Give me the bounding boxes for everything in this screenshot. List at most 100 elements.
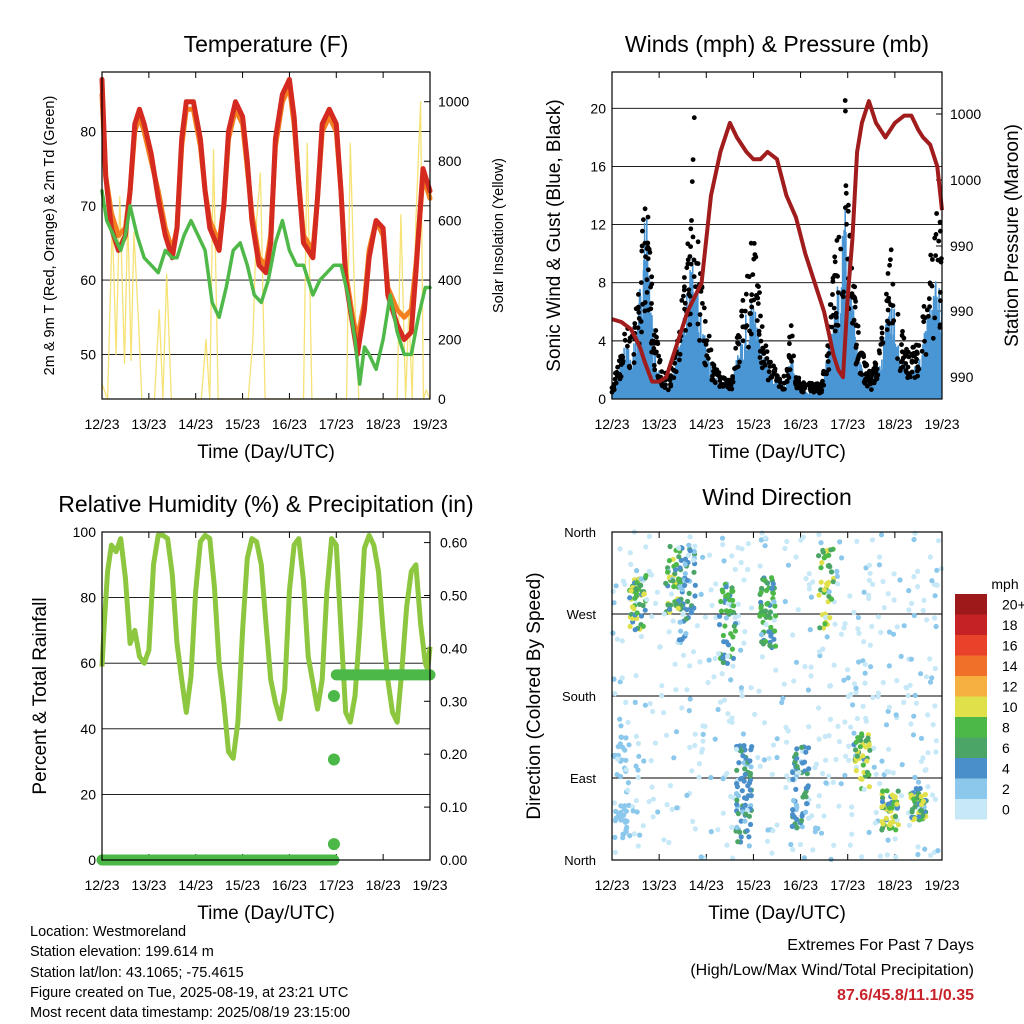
direction-point: [816, 592, 822, 598]
gust-point: [836, 290, 841, 295]
direction-point: [818, 830, 825, 836]
direction-point: [857, 776, 864, 782]
direction-point: [673, 687, 679, 693]
direction-point: [663, 732, 670, 738]
direction-point: [820, 625, 827, 631]
direction-point: [808, 664, 814, 670]
direction-point: [844, 667, 851, 673]
gust-point: [730, 374, 735, 379]
y-tick-label: 100: [73, 524, 97, 540]
direction-point: [635, 767, 641, 773]
direction-point: [619, 638, 625, 644]
direction-point: [803, 749, 809, 755]
gust-point: [802, 383, 808, 388]
direction-point: [732, 628, 739, 634]
direction-point: [672, 571, 678, 577]
direction-point: [905, 692, 911, 699]
gust-point: [710, 373, 715, 379]
colorbar-label: 18: [1002, 617, 1018, 633]
direction-point: [663, 580, 669, 587]
direction-point: [805, 687, 812, 693]
direction-point: [855, 735, 861, 741]
direction-point: [885, 801, 891, 807]
gust-point: [788, 323, 794, 329]
direction-points: [610, 529, 945, 862]
direction-point: [794, 746, 800, 752]
direction-point: [801, 855, 808, 861]
direction-point: [696, 774, 702, 780]
gust-point: [703, 342, 709, 347]
y-tick-label: 60: [80, 655, 96, 671]
direction-point: [828, 596, 835, 602]
gust-point: [920, 314, 926, 320]
x-tick-label: 15/23: [736, 877, 771, 893]
direction-point: [640, 823, 646, 829]
gust-point: [842, 98, 848, 103]
gust-point: [648, 284, 653, 290]
direction-point: [762, 543, 768, 549]
y2-tick-label: 0.00: [440, 852, 467, 868]
direction-point: [763, 621, 769, 628]
colorbar-label: 4: [1002, 760, 1010, 776]
gust-point: [885, 307, 891, 313]
gust-point: [632, 321, 638, 326]
gust-point: [695, 321, 701, 327]
direction-point: [771, 636, 777, 642]
direction-point: [845, 675, 851, 681]
direction-point: [679, 636, 685, 642]
gust-point: [651, 332, 657, 338]
direction-point: [826, 773, 832, 779]
gust-point: [690, 157, 696, 163]
direction-point: [812, 765, 818, 771]
direction-point: [739, 546, 745, 552]
direction-point: [723, 615, 730, 621]
direction-point: [657, 644, 663, 650]
direction-point: [889, 792, 895, 798]
direction-point: [692, 742, 698, 749]
gust-point: [633, 306, 639, 312]
direction-point: [899, 762, 905, 768]
gust-point: [890, 281, 896, 287]
gust-point: [879, 325, 885, 331]
direction-point: [908, 656, 915, 662]
gust-point: [686, 291, 692, 297]
series-relative-humidity: [99, 532, 433, 761]
direction-point: [623, 735, 629, 741]
gust-point: [713, 367, 719, 373]
direction-point: [614, 756, 621, 762]
direction-point: [784, 773, 790, 779]
gust-point: [777, 379, 783, 385]
direction-point: [860, 703, 866, 709]
gust-point: [717, 378, 723, 383]
colorbar-label: 20+: [1002, 596, 1024, 612]
gust-point: [729, 386, 735, 392]
direction-point: [682, 561, 688, 568]
direction-point: [851, 730, 857, 736]
direction-point: [638, 576, 644, 582]
gust-point: [876, 348, 882, 353]
direction-point: [875, 614, 882, 620]
x-tick-label: 16/23: [783, 416, 818, 432]
x-tick-label: 19/23: [412, 416, 447, 432]
direction-point: [691, 569, 697, 575]
gust-point: [758, 313, 763, 319]
direction-point: [649, 613, 655, 620]
direction-point: [650, 708, 656, 715]
direction-point: [734, 824, 740, 831]
direction-point: [793, 659, 800, 665]
direction-point: [930, 722, 936, 728]
y-tick-label: 70: [80, 198, 96, 214]
gust-point: [700, 301, 705, 306]
direction-point: [816, 705, 822, 711]
gust-point: [787, 341, 792, 347]
direction-point: [913, 700, 920, 706]
direction-point: [804, 771, 810, 777]
direction-point: [621, 831, 627, 837]
direction-point: [856, 630, 862, 637]
direction-point: [679, 705, 685, 711]
gust-point: [891, 318, 897, 324]
direction-point: [835, 723, 841, 729]
direction-point: [671, 584, 677, 590]
direction-point: [756, 688, 762, 694]
direction-point: [647, 701, 653, 707]
